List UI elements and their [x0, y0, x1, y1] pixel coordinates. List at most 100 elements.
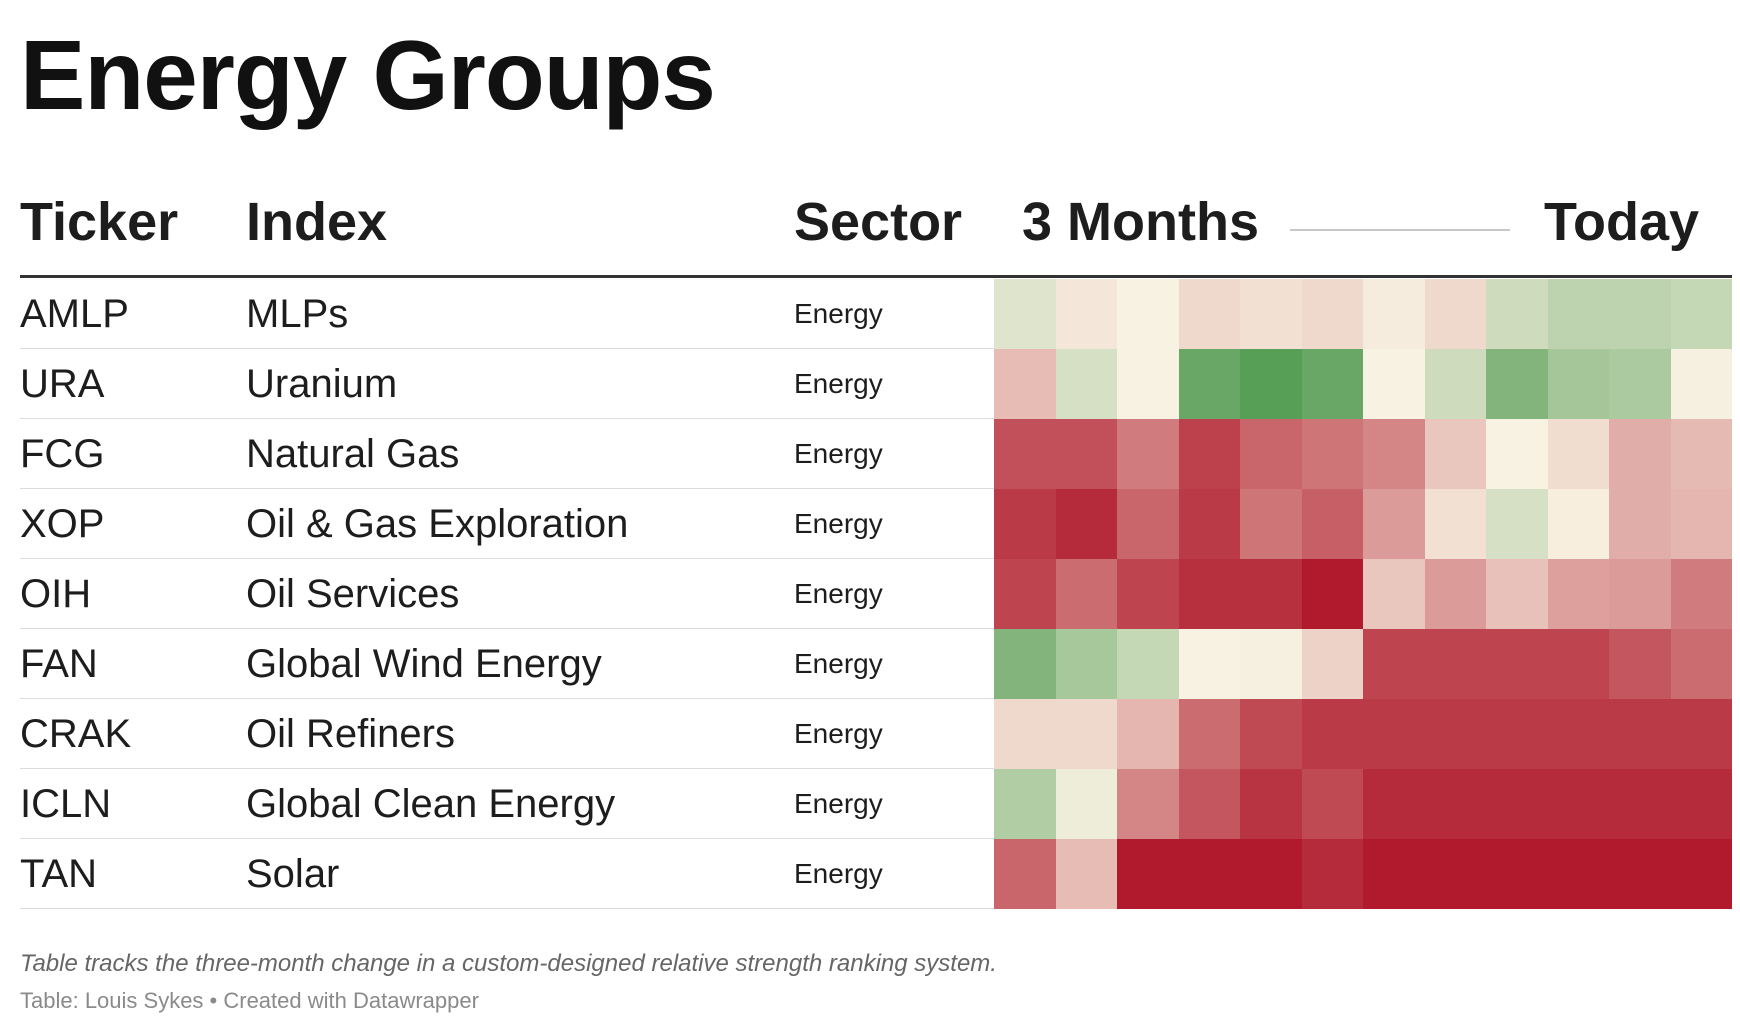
timeline-connector	[1290, 229, 1510, 231]
heatmap-cell-fan-8	[1425, 629, 1486, 699]
heatmap-cell-crak-10	[1548, 699, 1609, 769]
table-row[interactable]: CRAK Oil Refiners Energy	[20, 699, 1732, 769]
heatmap-cell-oih-12	[1671, 559, 1732, 629]
heatmap-cell-ura-6	[1302, 349, 1363, 419]
index-cell: Oil & Gas Exploration	[246, 502, 629, 546]
table-notes: Table tracks the three-month change in a…	[20, 950, 997, 977]
heatmap-cell-fcg-2	[1056, 419, 1117, 489]
heatmap-cell-ura-10	[1548, 349, 1609, 419]
heatmap-cell-fcg-7	[1363, 419, 1425, 489]
ticker-cell: TAN	[20, 852, 98, 896]
heatmap-cell-fcg-11	[1609, 419, 1671, 489]
sector-cell: Energy	[794, 368, 883, 399]
heatmap-cell-crak-12	[1671, 699, 1732, 769]
ticker-cell: URA	[20, 362, 105, 406]
heatmap-cell-ura-11	[1609, 349, 1671, 419]
page-title: Energy Groups	[20, 20, 716, 130]
column-header-today: Today	[1544, 192, 1700, 252]
heatmap-cell-fcg-6	[1302, 419, 1363, 489]
table-row[interactable]: TAN Solar Energy	[20, 839, 1732, 909]
heatmap-cell-oih-8	[1425, 559, 1486, 629]
table-row[interactable]: OIH Oil Services Energy	[20, 559, 1732, 629]
heatmap-cell-fan-4	[1179, 629, 1240, 699]
row-divider	[20, 698, 1732, 699]
heatmap-cell-oih-11	[1609, 559, 1671, 629]
heatmap-cell-xop-6	[1302, 489, 1363, 559]
heatmap-cell-xop-1	[994, 489, 1056, 559]
heatmap-cell-oih-2	[1056, 559, 1117, 629]
heatmap-cell-crak-2	[1056, 699, 1117, 769]
column-header-3-months: 3 Months	[1022, 192, 1259, 252]
table-row[interactable]: AMLP MLPs Energy	[20, 279, 1732, 349]
source-credit: Table: Louis Sykes • Created with Datawr…	[20, 988, 479, 1013]
heatmap-cell-oih-4	[1179, 559, 1240, 629]
column-header-sector[interactable]: Sector	[794, 192, 963, 252]
heatmap-cell-icln-8	[1425, 769, 1486, 839]
heatmap-cell-amlp-1	[994, 279, 1056, 349]
heatmap-cell-fan-9	[1486, 629, 1548, 699]
heatmap-cell-ura-9	[1486, 349, 1548, 419]
index-cell: Uranium	[246, 362, 398, 406]
heatmap-cell-fan-11	[1609, 629, 1671, 699]
row-divider	[20, 908, 1732, 909]
heatmap-cell-tan-9	[1486, 839, 1548, 909]
heatmap-cell-icln-10	[1548, 769, 1609, 839]
heatmap-cell-icln-7	[1363, 769, 1425, 839]
heatmap-cell-tan-3	[1117, 839, 1179, 909]
heatmap-cell-tan-4	[1179, 839, 1240, 909]
heatmap-cell-fcg-5	[1240, 419, 1302, 489]
heatmap-cell-amlp-5	[1240, 279, 1302, 349]
table-row[interactable]: ICLN Global Clean Energy Energy	[20, 769, 1732, 839]
table-row[interactable]: XOP Oil & Gas Exploration Energy	[20, 489, 1732, 559]
heatmap-cell-ura-8	[1425, 349, 1486, 419]
sector-cell: Energy	[794, 298, 883, 329]
ticker-cell: XOP	[20, 502, 105, 546]
heatmap-cell-ura-12	[1671, 349, 1732, 419]
sector-cell: Energy	[794, 718, 883, 749]
heatmap-cell-oih-5	[1240, 559, 1302, 629]
column-header-index[interactable]: Index	[246, 192, 388, 252]
heatmap-cell-tan-11	[1609, 839, 1671, 909]
sector-cell: Energy	[794, 438, 883, 469]
heatmap-cell-crak-4	[1179, 699, 1240, 769]
column-header-ticker[interactable]: Ticker	[20, 192, 179, 252]
heatmap-cell-crak-11	[1609, 699, 1671, 769]
heatmap-cell-ura-7	[1363, 349, 1425, 419]
heatmap-cell-ura-3	[1117, 349, 1179, 419]
table-row[interactable]: FAN Global Wind Energy Energy	[20, 629, 1732, 699]
heatmap-cell-crak-5	[1240, 699, 1302, 769]
heatmap-cell-xop-12	[1671, 489, 1732, 559]
header-divider	[20, 275, 1732, 278]
heatmap-cell-icln-6	[1302, 769, 1363, 839]
heatmap-cell-crak-8	[1425, 699, 1486, 769]
heatmap-cell-icln-5	[1240, 769, 1302, 839]
index-cell: Solar	[246, 852, 340, 896]
heatmap-cell-amlp-4	[1179, 279, 1240, 349]
heatmap-cell-xop-11	[1609, 489, 1671, 559]
heatmap-cell-xop-5	[1240, 489, 1302, 559]
table-row[interactable]: FCG Natural Gas Energy	[20, 419, 1732, 489]
heatmap-cell-amlp-8	[1425, 279, 1486, 349]
heatmap-cell-icln-12	[1671, 769, 1732, 839]
row-divider	[20, 838, 1732, 839]
ticker-cell: FCG	[20, 432, 105, 476]
heatmap-cell-tan-2	[1056, 839, 1117, 909]
heatmap-cell-fan-2	[1056, 629, 1117, 699]
index-cell: Global Wind Energy	[246, 642, 602, 686]
row-divider	[20, 348, 1732, 349]
heatmap-cell-fan-7	[1363, 629, 1425, 699]
heatmap-cell-oih-9	[1486, 559, 1548, 629]
sector-cell: Energy	[794, 578, 883, 609]
index-cell: Oil Services	[246, 572, 460, 616]
heatmap-cell-fcg-1	[994, 419, 1056, 489]
heatmap-cell-oih-10	[1548, 559, 1609, 629]
heatmap-cell-icln-1	[994, 769, 1056, 839]
heatmap-cell-crak-3	[1117, 699, 1179, 769]
heatmap-cell-oih-3	[1117, 559, 1179, 629]
heatmap-cell-tan-6	[1302, 839, 1363, 909]
table-row[interactable]: URA Uranium Energy	[20, 349, 1732, 419]
heatmap-cell-xop-7	[1363, 489, 1425, 559]
heatmap-cell-crak-9	[1486, 699, 1548, 769]
heatmap-cell-tan-12	[1671, 839, 1732, 909]
